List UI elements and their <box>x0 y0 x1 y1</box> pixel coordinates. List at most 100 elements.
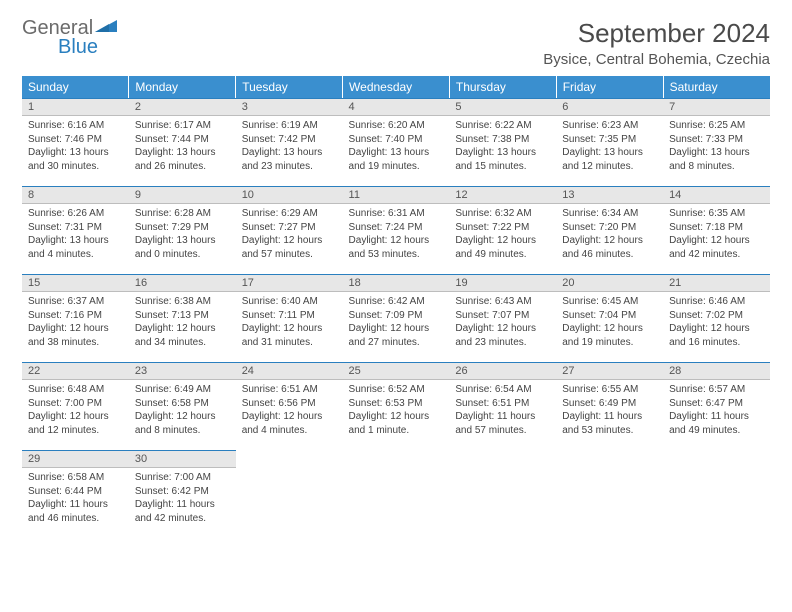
day-number: 9 <box>129 186 236 204</box>
day-details: Sunrise: 6:28 AMSunset: 7:29 PMDaylight:… <box>129 204 236 265</box>
day-number: 6 <box>556 98 663 116</box>
sunset-text: Sunset: 6:44 PM <box>28 485 123 499</box>
sunset-text: Sunset: 7:16 PM <box>28 309 123 323</box>
daylight-text: Daylight: 13 hours and 19 minutes. <box>349 146 444 173</box>
day-details: Sunrise: 6:26 AMSunset: 7:31 PMDaylight:… <box>22 204 129 265</box>
sunset-text: Sunset: 6:42 PM <box>135 485 230 499</box>
daylight-text: Daylight: 12 hours and 12 minutes. <box>28 410 123 437</box>
day-number: 3 <box>236 98 343 116</box>
sunrise-text: Sunrise: 7:00 AM <box>135 471 230 485</box>
day-number: 4 <box>343 98 450 116</box>
day-details: Sunrise: 6:43 AMSunset: 7:07 PMDaylight:… <box>449 292 556 353</box>
calendar-cell: 27Sunrise: 6:55 AMSunset: 6:49 PMDayligh… <box>556 362 663 450</box>
sunset-text: Sunset: 7:40 PM <box>349 133 444 147</box>
day-details: Sunrise: 7:00 AMSunset: 6:42 PMDaylight:… <box>129 468 236 529</box>
day-details: Sunrise: 6:40 AMSunset: 7:11 PMDaylight:… <box>236 292 343 353</box>
calendar-cell: 17Sunrise: 6:40 AMSunset: 7:11 PMDayligh… <box>236 274 343 362</box>
day-number: 21 <box>663 274 770 292</box>
sunset-text: Sunset: 6:56 PM <box>242 397 337 411</box>
day-number: 10 <box>236 186 343 204</box>
day-number: 11 <box>343 186 450 204</box>
sunrise-text: Sunrise: 6:34 AM <box>562 207 657 221</box>
calendar-cell: 26Sunrise: 6:54 AMSunset: 6:51 PMDayligh… <box>449 362 556 450</box>
daylight-text: Daylight: 12 hours and 19 minutes. <box>562 322 657 349</box>
weekday-header: Sunday <box>22 76 129 98</box>
sunset-text: Sunset: 6:51 PM <box>455 397 550 411</box>
calendar-cell: 20Sunrise: 6:45 AMSunset: 7:04 PMDayligh… <box>556 274 663 362</box>
day-number: 19 <box>449 274 556 292</box>
calendar-cell: 30Sunrise: 7:00 AMSunset: 6:42 PMDayligh… <box>129 450 236 538</box>
day-details: Sunrise: 6:16 AMSunset: 7:46 PMDaylight:… <box>22 116 129 177</box>
sunrise-text: Sunrise: 6:23 AM <box>562 119 657 133</box>
sunrise-text: Sunrise: 6:40 AM <box>242 295 337 309</box>
day-number: 15 <box>22 274 129 292</box>
month-title: September 2024 <box>543 18 770 49</box>
day-details: Sunrise: 6:17 AMSunset: 7:44 PMDaylight:… <box>129 116 236 177</box>
day-details: Sunrise: 6:46 AMSunset: 7:02 PMDaylight:… <box>663 292 770 353</box>
day-number: 22 <box>22 362 129 380</box>
day-number: 7 <box>663 98 770 116</box>
day-details: Sunrise: 6:29 AMSunset: 7:27 PMDaylight:… <box>236 204 343 265</box>
sunset-text: Sunset: 6:53 PM <box>349 397 444 411</box>
calendar-cell: 25Sunrise: 6:52 AMSunset: 6:53 PMDayligh… <box>343 362 450 450</box>
sunset-text: Sunset: 7:46 PM <box>28 133 123 147</box>
weekday-header: Thursday <box>449 76 556 98</box>
sunset-text: Sunset: 7:27 PM <box>242 221 337 235</box>
sunrise-text: Sunrise: 6:22 AM <box>455 119 550 133</box>
day-number: 30 <box>129 450 236 468</box>
sunrise-text: Sunrise: 6:35 AM <box>669 207 764 221</box>
calendar-cell: 29Sunrise: 6:58 AMSunset: 6:44 PMDayligh… <box>22 450 129 538</box>
calendar-cell: 5Sunrise: 6:22 AMSunset: 7:38 PMDaylight… <box>449 98 556 186</box>
day-details: Sunrise: 6:57 AMSunset: 6:47 PMDaylight:… <box>663 380 770 441</box>
day-number: 1 <box>22 98 129 116</box>
calendar-cell: 15Sunrise: 6:37 AMSunset: 7:16 PMDayligh… <box>22 274 129 362</box>
calendar-cell: 18Sunrise: 6:42 AMSunset: 7:09 PMDayligh… <box>343 274 450 362</box>
calendar-cell: 7Sunrise: 6:25 AMSunset: 7:33 PMDaylight… <box>663 98 770 186</box>
sunrise-text: Sunrise: 6:48 AM <box>28 383 123 397</box>
sunset-text: Sunset: 7:29 PM <box>135 221 230 235</box>
daylight-text: Daylight: 12 hours and 46 minutes. <box>562 234 657 261</box>
daylight-text: Daylight: 13 hours and 23 minutes. <box>242 146 337 173</box>
top-header: General Blue September 2024 Bysice, Cent… <box>22 18 770 68</box>
calendar-cell: 21Sunrise: 6:46 AMSunset: 7:02 PMDayligh… <box>663 274 770 362</box>
sunrise-text: Sunrise: 6:26 AM <box>28 207 123 221</box>
sunset-text: Sunset: 7:07 PM <box>455 309 550 323</box>
day-number: 13 <box>556 186 663 204</box>
day-details: Sunrise: 6:35 AMSunset: 7:18 PMDaylight:… <box>663 204 770 265</box>
daylight-text: Daylight: 12 hours and 53 minutes. <box>349 234 444 261</box>
calendar-cell: 3Sunrise: 6:19 AMSunset: 7:42 PMDaylight… <box>236 98 343 186</box>
day-number: 2 <box>129 98 236 116</box>
calendar-row: 1Sunrise: 6:16 AMSunset: 7:46 PMDaylight… <box>22 98 770 186</box>
day-details: Sunrise: 6:20 AMSunset: 7:40 PMDaylight:… <box>343 116 450 177</box>
day-details: Sunrise: 6:34 AMSunset: 7:20 PMDaylight:… <box>556 204 663 265</box>
day-number: 14 <box>663 186 770 204</box>
day-details: Sunrise: 6:31 AMSunset: 7:24 PMDaylight:… <box>343 204 450 265</box>
day-number: 24 <box>236 362 343 380</box>
day-number: 23 <box>129 362 236 380</box>
day-details: Sunrise: 6:54 AMSunset: 6:51 PMDaylight:… <box>449 380 556 441</box>
day-number: 29 <box>22 450 129 468</box>
daylight-text: Daylight: 12 hours and 49 minutes. <box>455 234 550 261</box>
day-details: Sunrise: 6:38 AMSunset: 7:13 PMDaylight:… <box>129 292 236 353</box>
day-details: Sunrise: 6:49 AMSunset: 6:58 PMDaylight:… <box>129 380 236 441</box>
title-block: September 2024 Bysice, Central Bohemia, … <box>543 18 770 68</box>
day-number: 17 <box>236 274 343 292</box>
sunrise-text: Sunrise: 6:28 AM <box>135 207 230 221</box>
sunrise-text: Sunrise: 6:31 AM <box>349 207 444 221</box>
sunset-text: Sunset: 7:22 PM <box>455 221 550 235</box>
daylight-text: Daylight: 12 hours and 16 minutes. <box>669 322 764 349</box>
daylight-text: Daylight: 12 hours and 57 minutes. <box>242 234 337 261</box>
calendar-cell: 22Sunrise: 6:48 AMSunset: 7:00 PMDayligh… <box>22 362 129 450</box>
weekday-header-row: Sunday Monday Tuesday Wednesday Thursday… <box>22 76 770 98</box>
calendar-cell: 2Sunrise: 6:17 AMSunset: 7:44 PMDaylight… <box>129 98 236 186</box>
logo-triangle-icon <box>95 18 117 39</box>
daylight-text: Daylight: 13 hours and 30 minutes. <box>28 146 123 173</box>
sunrise-text: Sunrise: 6:49 AM <box>135 383 230 397</box>
sunset-text: Sunset: 6:47 PM <box>669 397 764 411</box>
calendar-cell: 24Sunrise: 6:51 AMSunset: 6:56 PMDayligh… <box>236 362 343 450</box>
calendar-cell: 23Sunrise: 6:49 AMSunset: 6:58 PMDayligh… <box>129 362 236 450</box>
day-number: 25 <box>343 362 450 380</box>
calendar-cell: 12Sunrise: 6:32 AMSunset: 7:22 PMDayligh… <box>449 186 556 274</box>
daylight-text: Daylight: 12 hours and 8 minutes. <box>135 410 230 437</box>
day-number: 8 <box>22 186 129 204</box>
